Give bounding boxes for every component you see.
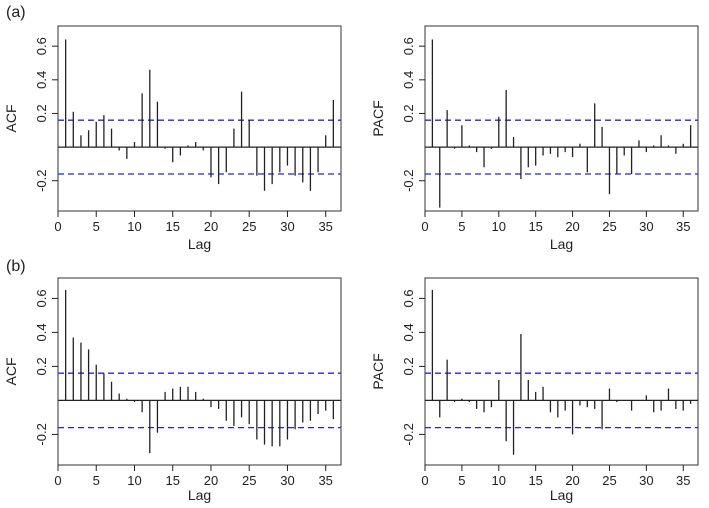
y-tick-label: 0.2 [34, 104, 49, 122]
x-tick-label: 25 [602, 219, 616, 234]
x-tick-label: 10 [492, 473, 506, 488]
x-axis-label: Lag [188, 487, 211, 503]
chart-b-pacf: 0 5 10 15 20 25 30 35 -0.2 0.2 0.4 0.6 Lag PACF [370, 277, 699, 503]
x-tick-label: 15 [528, 219, 542, 234]
x-tick-label: 15 [165, 219, 179, 234]
charts-group: 0 5 10 15 20 25 30 35 -0.2 0.2 0.4 0.6 Lag ACF 0 5 10 15 2… [3, 25, 699, 503]
y-tick-label: 0.4 [34, 323, 49, 341]
x-tick-label: 20 [565, 219, 579, 234]
y-tick-label: 0.2 [401, 104, 416, 122]
x-tick-label: 25 [242, 473, 256, 488]
y-tick-label: -0.2 [401, 170, 416, 192]
y-axis-label: ACF [3, 358, 19, 386]
x-tick-label: 0 [421, 219, 428, 234]
x-tick-label: 5 [93, 473, 100, 488]
x-tick-label: 0 [54, 473, 61, 488]
x-tick-label: 0 [421, 473, 428, 488]
x-tick-label: 5 [458, 473, 465, 488]
x-tick-label: 25 [602, 473, 616, 488]
y-tick-label: 0.6 [34, 37, 49, 55]
x-tick-label: 35 [318, 219, 332, 234]
x-axis-label: Lag [550, 236, 573, 252]
x-tick-label: 20 [565, 473, 579, 488]
chart-a-pacf: 0 5 10 15 20 25 30 35 -0.2 0.2 0.4 0.6 Lag PACF [370, 25, 699, 252]
y-tick-label: -0.2 [401, 423, 416, 445]
y-tick-label: 0.4 [401, 71, 416, 89]
x-tick-label: 10 [492, 219, 506, 234]
x-tick-label: 25 [242, 219, 256, 234]
x-tick-label: 35 [318, 473, 332, 488]
x-tick-label: 30 [280, 219, 294, 234]
y-tick-label: 0.6 [401, 289, 416, 307]
x-tick-label: 30 [639, 473, 653, 488]
x-tick-label: 35 [676, 473, 690, 488]
x-tick-label: 0 [54, 219, 61, 234]
y-tick-label: 0.2 [34, 357, 49, 375]
chart-a-acf: 0 5 10 15 20 25 30 35 -0.2 0.2 0.4 0.6 Lag ACF [3, 25, 342, 252]
y-tick-label: 0.4 [401, 323, 416, 341]
x-tick-label: 20 [204, 473, 218, 488]
plot-frame [57, 277, 342, 466]
x-tick-label: 5 [458, 219, 465, 234]
panel-label-b: (b) [6, 258, 26, 275]
y-axis-label: PACF [370, 100, 386, 136]
plot-frame [57, 25, 342, 212]
x-tick-label: 35 [676, 219, 690, 234]
x-tick-label: 15 [528, 473, 542, 488]
y-tick-label: 0.4 [34, 71, 49, 89]
y-axis-label: PACF [370, 353, 386, 389]
y-tick-label: -0.2 [34, 423, 49, 445]
y-tick-label: 0.2 [401, 357, 416, 375]
y-tick-label: 0.6 [401, 37, 416, 55]
x-tick-label: 5 [93, 219, 100, 234]
panel-label-a: (a) [6, 4, 26, 21]
x-axis-label: Lag [188, 236, 211, 252]
y-tick-label: -0.2 [34, 170, 49, 192]
x-tick-label: 20 [204, 219, 218, 234]
chart-b-acf: 0 5 10 15 20 25 30 35 -0.2 0.2 0.4 0.6 Lag ACF [3, 277, 342, 503]
x-tick-label: 30 [639, 219, 653, 234]
x-tick-label: 15 [165, 473, 179, 488]
plot-frame [424, 277, 699, 466]
x-tick-label: 10 [127, 219, 141, 234]
plot-frame [424, 25, 699, 212]
x-tick-label: 10 [127, 473, 141, 488]
y-tick-label: 0.6 [34, 289, 49, 307]
x-axis-label: Lag [550, 487, 573, 503]
y-axis-label: ACF [3, 105, 19, 133]
x-tick-label: 30 [280, 473, 294, 488]
